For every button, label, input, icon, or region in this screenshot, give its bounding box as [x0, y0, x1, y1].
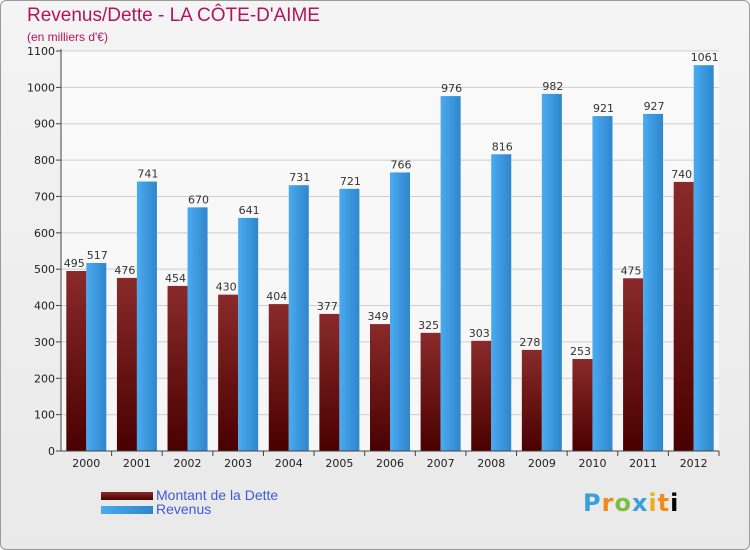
data-label-dette: 475 [621, 264, 642, 277]
x-tick-label: 2011 [629, 457, 657, 470]
x-tick-label: 2002 [174, 457, 202, 470]
x-tick-label: 2006 [376, 457, 404, 470]
y-tick-label: 200 [34, 372, 55, 385]
y-tick-label: 300 [34, 336, 55, 349]
bar-dette [319, 313, 340, 451]
bar-dette [218, 294, 239, 451]
data-label-revenus: 766 [391, 158, 412, 171]
y-tick-label: 0 [48, 445, 55, 458]
bar-revenus [288, 185, 309, 451]
data-label-dette: 253 [570, 345, 591, 358]
data-label-dette: 495 [64, 257, 85, 270]
data-label-dette: 349 [368, 310, 389, 323]
bar-dette [623, 278, 644, 451]
bar-dette [370, 324, 390, 451]
legend-swatch-dette [101, 492, 153, 500]
bar-revenus [541, 93, 562, 451]
bar-revenus [86, 263, 107, 451]
legend-label-dette: Montant de la Dette [156, 487, 279, 503]
y-tick-label: 900 [34, 118, 55, 131]
bar-revenus [136, 181, 157, 451]
bar-revenus [592, 116, 613, 451]
y-tick-label: 500 [34, 263, 55, 276]
data-label-revenus: 816 [492, 140, 513, 153]
bar-dette [268, 304, 289, 451]
data-label-dette: 325 [418, 319, 439, 332]
data-label-revenus: 731 [289, 171, 310, 184]
bar-dette [471, 340, 492, 451]
data-label-revenus: 927 [644, 100, 665, 113]
data-label-dette: 303 [469, 327, 490, 340]
data-label-revenus: 641 [239, 204, 260, 217]
data-label-revenus: 921 [593, 102, 614, 115]
data-label-revenus: 976 [441, 82, 462, 95]
data-label-dette: 404 [266, 290, 287, 303]
x-tick-label: 2003 [224, 457, 252, 470]
bar-revenus [238, 217, 259, 451]
y-tick-label: 1000 [27, 81, 55, 94]
bar-revenus [491, 154, 512, 452]
legend-swatch-revenus [101, 506, 153, 514]
bar-revenus [339, 188, 360, 451]
y-tick-label: 700 [34, 190, 55, 203]
data-label-revenus: 982 [542, 80, 563, 93]
bar-revenus [440, 96, 461, 451]
data-label-revenus: 517 [87, 249, 108, 262]
data-label-dette: 278 [519, 336, 540, 349]
data-label-revenus: 670 [188, 193, 209, 206]
bar-revenus [187, 207, 208, 451]
data-label-revenus: 721 [340, 175, 361, 188]
y-tick-label: 600 [34, 227, 55, 240]
data-label-dette: 476 [114, 264, 135, 277]
y-tick-label: 100 [34, 409, 55, 422]
bar-revenus [693, 65, 714, 451]
x-tick-label: 2010 [578, 457, 606, 470]
bar-dette [673, 181, 694, 451]
bar-dette [572, 359, 593, 451]
chart-subtitle: (en milliers d'€) [27, 30, 108, 44]
x-tick-label: 2008 [477, 457, 505, 470]
bar-dette [521, 349, 542, 451]
y-tick-label: 1100 [27, 45, 55, 58]
x-tick-label: 2004 [275, 457, 303, 470]
bar-revenus [643, 113, 664, 451]
legend-label-revenus: Revenus [156, 501, 212, 517]
proxiti-logo: Proxiti [583, 489, 680, 517]
data-label-dette: 740 [671, 168, 692, 181]
data-label-revenus: 741 [137, 168, 158, 181]
data-label-revenus: 1061 [691, 51, 719, 64]
data-label-dette: 454 [165, 272, 186, 285]
x-tick-label: 2009 [528, 457, 556, 470]
y-tick-label: 400 [34, 300, 55, 313]
bar-dette [167, 285, 188, 451]
data-label-dette: 430 [216, 281, 237, 294]
data-label-dette: 377 [317, 300, 338, 313]
chart-title: Revenus/Dette - LA CÔTE-D'AIME [27, 5, 320, 26]
bar-dette [116, 277, 137, 451]
x-tick-label: 2007 [427, 457, 455, 470]
x-tick-label: 2005 [325, 457, 353, 470]
bar-dette [66, 271, 87, 451]
x-tick-label: 2001 [123, 457, 151, 470]
bar-dette [420, 332, 441, 451]
x-tick-label: 2000 [72, 457, 100, 470]
y-tick-label: 800 [34, 154, 55, 167]
bar-revenus [390, 172, 410, 452]
x-tick-label: 2012 [680, 457, 708, 470]
